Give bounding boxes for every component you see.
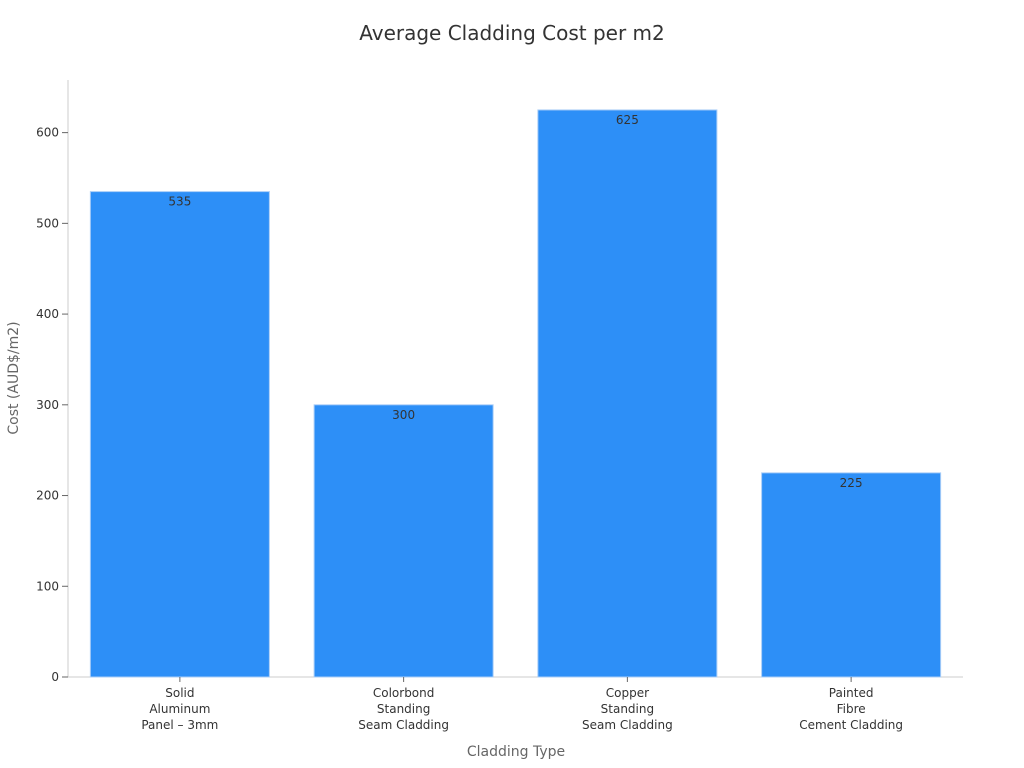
x-tick-label-line: Aluminum: [149, 702, 210, 716]
x-tick-label-line: Copper: [606, 686, 649, 700]
x-tick-label-line: Panel – 3mm: [141, 718, 218, 732]
bars: [89, 109, 942, 678]
data-label: 300: [392, 408, 415, 422]
y-tick-label: 500: [36, 216, 59, 230]
y-tick-label: 300: [36, 398, 59, 412]
y-axis-ticks: 0 100 200 300 400 500 600: [36, 126, 68, 684]
x-tick-label-line: Colorbond: [373, 686, 435, 700]
x-tick-label-line: Cement Cladding: [799, 718, 903, 732]
x-tick-label-line: Fibre: [837, 702, 866, 716]
x-tick-label-line: Seam Cladding: [358, 718, 449, 732]
x-tick-label: Copper Standing Seam Cladding: [582, 686, 673, 732]
data-label: 535: [168, 195, 191, 209]
data-labels: 535 300 625 225: [168, 113, 862, 490]
x-tick-label: Colorbond Standing Seam Cladding: [358, 686, 449, 732]
y-axis-label: Cost (AUD$/m2): [6, 321, 22, 434]
bar: [89, 191, 270, 678]
y-tick-label: 0: [51, 670, 59, 684]
x-tick-label-line: Solid: [165, 686, 194, 700]
data-label: 625: [616, 113, 639, 127]
y-tick-label: 600: [36, 126, 59, 140]
chart-title: Average Cladding Cost per m2: [359, 21, 665, 45]
x-tick-label-line: Standing: [377, 702, 430, 716]
x-tick-label-line: Seam Cladding: [582, 718, 673, 732]
x-tick-label: Solid Aluminum Panel – 3mm: [141, 686, 218, 732]
bar: [761, 472, 942, 678]
bar: [313, 404, 494, 678]
x-tick-label-line: Standing: [601, 702, 654, 716]
bar: [537, 109, 718, 678]
y-tick-label: 100: [36, 579, 59, 593]
x-tick-label-line: Painted: [829, 686, 874, 700]
x-axis-label: Cladding Type: [467, 744, 565, 760]
data-label: 225: [840, 476, 863, 490]
x-axis-categories: Solid Aluminum Panel – 3mm Colorbond Standin…: [141, 677, 903, 732]
y-tick-label: 400: [36, 307, 59, 321]
y-tick-label: 200: [36, 489, 59, 503]
x-tick-label: Painted Fibre Cement Cladding: [799, 686, 903, 732]
